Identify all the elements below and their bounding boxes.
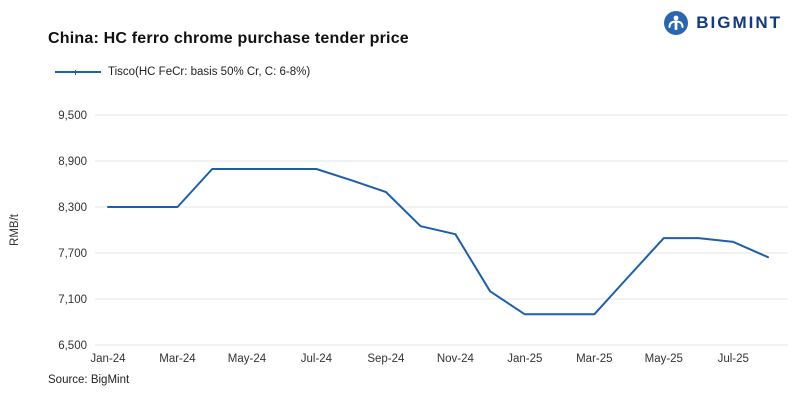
x-tick-label: May-25 xyxy=(645,353,683,365)
x-tick-label: Mar-24 xyxy=(159,353,196,365)
x-tick-label: Jul-24 xyxy=(301,353,333,365)
x-tick-label: Nov-24 xyxy=(437,353,475,365)
x-tick-label: May-24 xyxy=(228,353,267,365)
legend-label: Tisco(HC FeCr: basis 50% Cr, C: 6-8%) xyxy=(108,66,311,78)
y-axis-title: RMB/t xyxy=(9,213,21,246)
page-title: China: HC ferro chrome purchase tender p… xyxy=(48,30,409,47)
y-tick-label: 7,700 xyxy=(58,248,87,260)
y-tick-label: 8,900 xyxy=(58,156,87,168)
y-tick-label: 8,300 xyxy=(58,202,87,214)
x-tick-label: Jan-24 xyxy=(90,353,126,365)
y-tick-label: 6,500 xyxy=(58,340,87,352)
brand-name: BIGMINT xyxy=(696,13,782,32)
legend-line-swatch xyxy=(55,70,101,75)
price-line xyxy=(107,168,769,316)
source-note: Source: BigMint xyxy=(48,374,130,386)
bigmint-logo: BIGMINT xyxy=(663,10,782,36)
x-tick-label: Sep-24 xyxy=(367,353,405,365)
x-tick-label: Mar-25 xyxy=(576,353,612,365)
x-tick-label: Jan-25 xyxy=(507,353,542,365)
bigmint-icon xyxy=(664,11,689,35)
x-tick-label: Jul-25 xyxy=(718,353,749,365)
y-tick-label: 7,100 xyxy=(58,294,87,306)
legend: Tisco(HC FeCr: basis 50% Cr, C: 6-8%) xyxy=(55,66,310,78)
y-tick-label: 9,500 xyxy=(58,110,87,122)
